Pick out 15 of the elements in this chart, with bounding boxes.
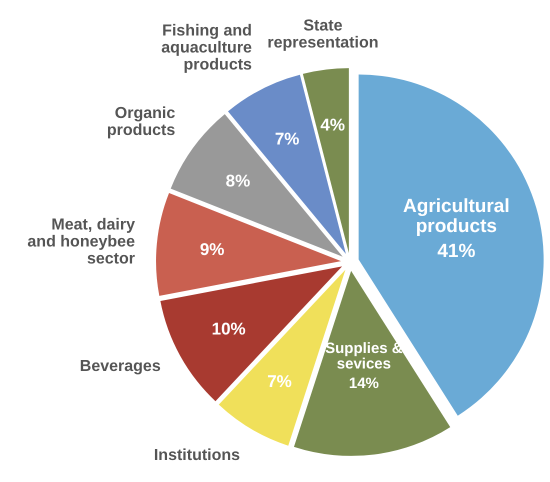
- data-label: 8%: [226, 172, 250, 191]
- data-label: 14%: [348, 375, 379, 392]
- slice-label: Beverages: [80, 358, 161, 376]
- slice-label: Meat, dairy and honeybee sector: [27, 216, 136, 268]
- data-label: 7%: [267, 372, 292, 392]
- slice-label: Organic products: [106, 105, 176, 140]
- slice-label: Institutions: [154, 446, 240, 464]
- slice-label: Agricultural products: [403, 196, 510, 238]
- data-label: 10%: [212, 320, 246, 339]
- data-label: 9%: [200, 240, 224, 259]
- slice-label: Fishing and aquaculture products: [161, 22, 252, 74]
- data-label: 4%: [320, 116, 345, 135]
- data-label: 41%: [437, 240, 476, 262]
- data-label: 7%: [274, 130, 300, 149]
- slice-label: State representation: [267, 18, 378, 52]
